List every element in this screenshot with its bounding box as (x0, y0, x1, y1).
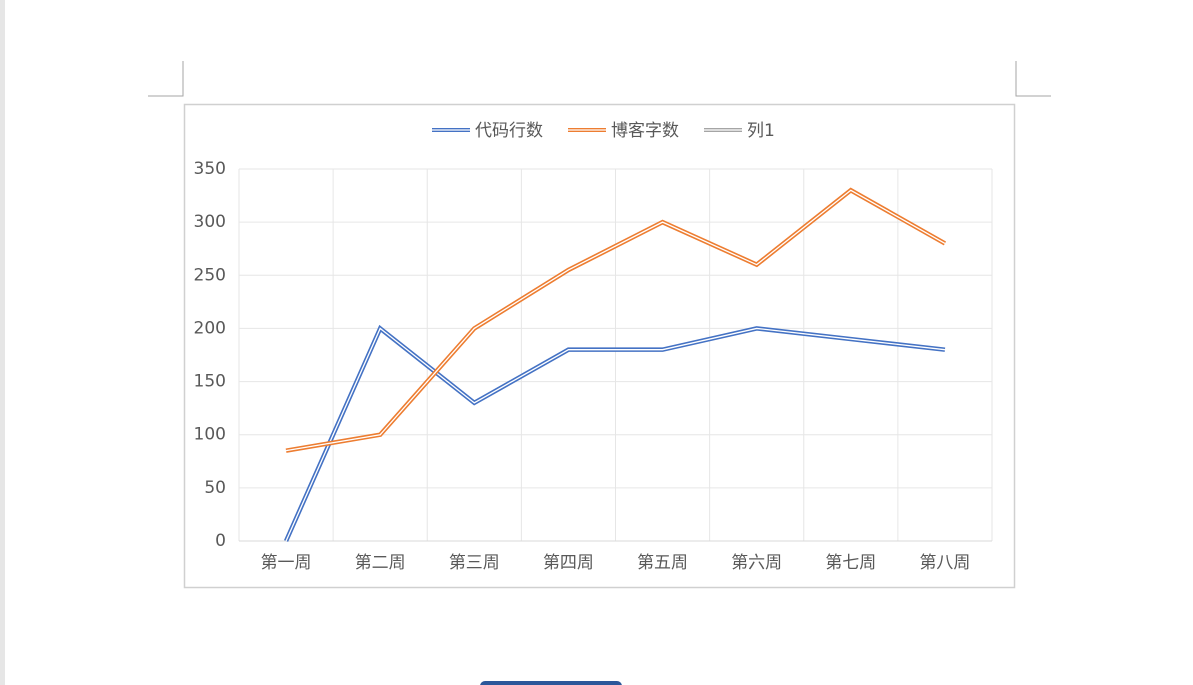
y-tick-label: 0 (215, 531, 226, 551)
x-tick-label: 第四周 (543, 553, 594, 573)
series-line-inner (285, 189, 946, 452)
y-tick-label: 50 (204, 478, 226, 498)
legend-label: 博客字数 (611, 121, 679, 141)
legend-label: 代码行数 (475, 121, 543, 141)
x-tick-label: 第三周 (449, 553, 500, 573)
chart: 0 50 100 150 200 250 300 350 第一周 第二周 第三周 第四周 第五周 第六周 第… (194, 121, 993, 573)
y-tick-label: 250 (194, 265, 226, 285)
y-tick-label: 100 (194, 425, 226, 445)
x-tick-label: 第二周 (355, 553, 406, 573)
x-tick-label: 第六周 (731, 553, 782, 573)
x-tick-label: 第七周 (825, 553, 876, 573)
button[interactable] (480, 681, 622, 685)
x-tick-label: 第一周 (261, 553, 312, 573)
y-tick-label: 150 (194, 372, 226, 392)
legend-label: 列1 (747, 121, 775, 141)
x-tick-label: 第八周 (919, 553, 970, 573)
y-tick-label: 200 (194, 318, 226, 338)
margin-corners (148, 61, 1051, 97)
chart-frame (183, 103, 1016, 589)
y-tick-label: 350 (194, 159, 226, 179)
page-edge (0, 0, 5, 685)
series-line-inner (285, 327, 946, 542)
x-tick-label: 第五周 (637, 553, 688, 573)
y-tick-label: 300 (194, 212, 226, 232)
